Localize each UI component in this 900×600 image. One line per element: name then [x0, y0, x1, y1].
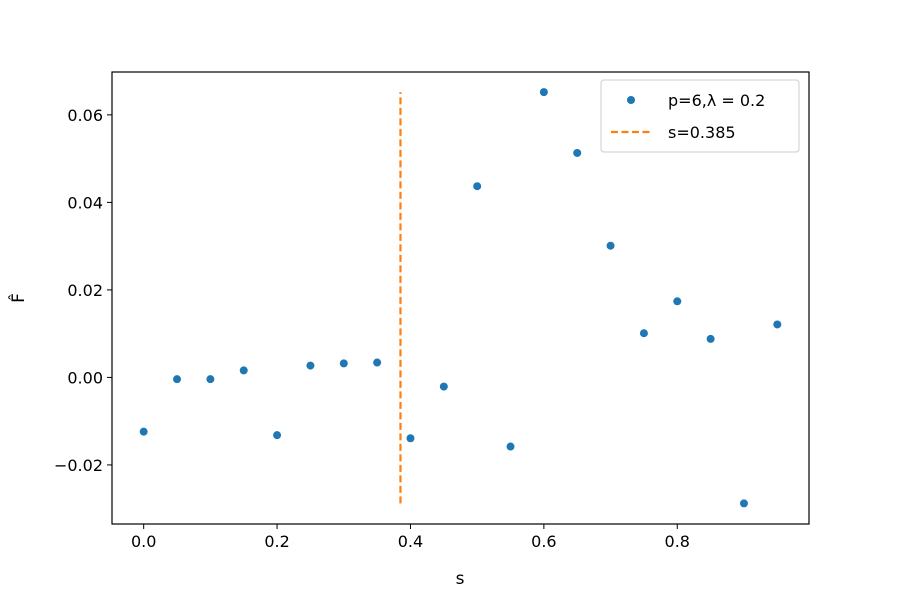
y-tick-label: 0.00 [67, 368, 103, 387]
data-point [173, 375, 182, 384]
data-point [473, 182, 482, 191]
legend-box [600, 79, 800, 153]
y-tick-label: 0.02 [67, 281, 103, 300]
data-point [639, 329, 648, 338]
data-point [773, 320, 782, 329]
legend-label-vline: s=0.385 [668, 123, 736, 142]
plot-area [139, 88, 782, 508]
data-point [573, 148, 582, 157]
data-point [673, 297, 682, 306]
data-point [239, 366, 248, 375]
legend: p=6,λ = 0.2 s=0.385 [600, 79, 800, 153]
data-point [273, 431, 282, 440]
x-tick-label: 0.4 [398, 532, 423, 551]
data-point [406, 434, 415, 443]
x-tick-label: 0.0 [131, 532, 156, 551]
legend-marker-scatter [627, 96, 635, 104]
y-tick-label: 0.04 [67, 193, 103, 212]
legend-label-scatter: p=6,λ = 0.2 [668, 91, 765, 110]
y-axis-label: F̂ [8, 293, 29, 303]
data-point [206, 375, 215, 384]
x-tick-label: 0.8 [665, 532, 690, 551]
data-point [706, 334, 715, 343]
x-axis: 0.0 0.2 0.4 0.6 0.8 [131, 524, 690, 551]
y-tick-label: −0.02 [54, 456, 103, 475]
x-tick-label: 0.6 [531, 532, 556, 551]
axes-frame [111, 71, 810, 525]
data-point [373, 358, 382, 367]
data-point [739, 499, 748, 508]
data-point [606, 241, 615, 250]
x-tick-label: 0.2 [264, 532, 289, 551]
x-axis-label: s [456, 569, 465, 589]
data-point [306, 361, 315, 370]
data-point [506, 442, 515, 451]
data-point [139, 427, 148, 436]
data-point [439, 382, 448, 391]
data-point [339, 359, 348, 368]
data-point [539, 88, 548, 97]
y-tick-label: 0.06 [67, 106, 103, 125]
y-axis: −0.02 0.00 0.02 0.04 0.06 [54, 106, 112, 475]
